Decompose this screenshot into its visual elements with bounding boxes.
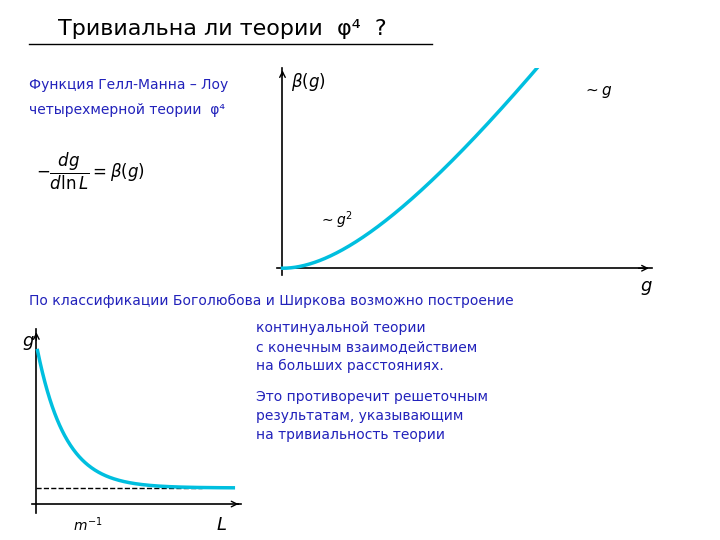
Text: на тривиальность теории: на тривиальность теории xyxy=(256,428,445,442)
Text: результатам, указывающим: результатам, указывающим xyxy=(256,409,463,423)
Text: $L$: $L$ xyxy=(216,516,227,534)
Text: на больших расстояниях.: на больших расстояниях. xyxy=(256,359,444,373)
Text: По классификации Боголюбова и Ширкова возможно построение: По классификации Боголюбова и Ширкова во… xyxy=(29,294,513,308)
Text: $m^{-1}$: $m^{-1}$ xyxy=(73,516,102,534)
Text: $g$: $g$ xyxy=(22,334,35,352)
Text: $g$: $g$ xyxy=(640,279,653,297)
Text: $-\dfrac{dg}{d\ln L} = \beta(g)$: $-\dfrac{dg}{d\ln L} = \beta(g)$ xyxy=(36,151,145,192)
Text: четырехмерной теории  φ⁴: четырехмерной теории φ⁴ xyxy=(29,103,225,117)
Text: $\beta(g)$: $\beta(g)$ xyxy=(291,71,325,93)
Text: Функция Гелл-Манна – Лоу: Функция Гелл-Манна – Лоу xyxy=(29,78,228,92)
Text: с конечным взаимодействием: с конечным взаимодействием xyxy=(256,340,477,354)
Text: Это противоречит решеточным: Это противоречит решеточным xyxy=(256,390,487,404)
Text: $\sim g$: $\sim g$ xyxy=(583,84,613,100)
Text: континуальной теории: континуальной теории xyxy=(256,321,426,335)
Text: $\sim g^2$: $\sim g^2$ xyxy=(320,210,353,231)
Text: Тривиальна ли теории  φ⁴  ?: Тривиальна ли теории φ⁴ ? xyxy=(58,19,386,39)
